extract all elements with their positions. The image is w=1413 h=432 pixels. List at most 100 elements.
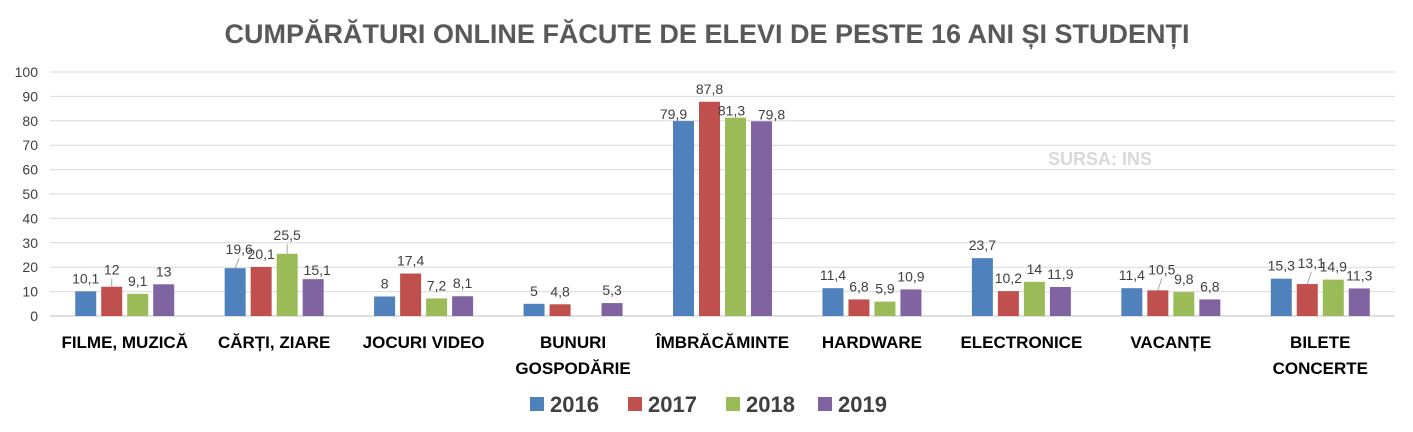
legend-label: 2018 bbox=[746, 392, 795, 417]
category-label: GOSPODĂRIE bbox=[515, 359, 630, 378]
y-tick-label: 70 bbox=[22, 137, 38, 153]
bar bbox=[699, 101, 720, 316]
data-label: 10,1 bbox=[72, 270, 99, 286]
y-axis: 0 10 20 30 40 50 60 70 80 90 100 bbox=[15, 64, 39, 324]
data-labels: 10,1 12 9,1 13 19,620,1 25,5 15,1 8 17,47,2 8,1 5 4… bbox=[72, 81, 1372, 300]
bar bbox=[725, 117, 746, 317]
bar bbox=[874, 301, 896, 316]
legend: 2016 2017 2018 2019 bbox=[530, 392, 887, 417]
data-label: 9,8 bbox=[1174, 271, 1194, 287]
legend-item: 2016 bbox=[530, 392, 599, 417]
legend-item: 2019 bbox=[818, 392, 887, 417]
bar bbox=[374, 296, 396, 316]
data-label: 5 bbox=[530, 283, 538, 299]
category-label: HARDWARE bbox=[822, 333, 922, 352]
bar bbox=[426, 298, 448, 316]
y-tick-label: 0 bbox=[30, 308, 38, 324]
bar bbox=[1296, 284, 1318, 316]
legend-item: 2018 bbox=[726, 392, 795, 417]
data-label: 14 bbox=[1027, 261, 1043, 277]
bar bbox=[997, 291, 1019, 316]
data-label: 12 bbox=[104, 262, 120, 278]
category-label: JOCURI VIDEO bbox=[363, 333, 485, 352]
data-label: 25,5 bbox=[274, 227, 301, 243]
bar bbox=[1270, 278, 1292, 316]
data-label: 20,1 bbox=[248, 246, 275, 262]
data-label: 79,9 bbox=[660, 106, 687, 122]
bar bbox=[127, 293, 149, 316]
bar bbox=[302, 279, 324, 316]
data-label: 7,2 bbox=[427, 277, 447, 293]
legend-swatch bbox=[628, 397, 642, 411]
bar bbox=[848, 299, 870, 316]
bar bbox=[1147, 290, 1169, 316]
bar bbox=[153, 284, 175, 316]
bar bbox=[1023, 281, 1045, 316]
data-label: 6,8 bbox=[849, 278, 869, 294]
data-label: 10,5 bbox=[1148, 261, 1175, 277]
y-tick-label: 90 bbox=[22, 88, 38, 104]
data-label: 10,2 bbox=[995, 270, 1022, 286]
data-label: 11,3 bbox=[1346, 267, 1372, 283]
data-label: 13 bbox=[156, 263, 172, 279]
legend-label: 2016 bbox=[550, 392, 599, 417]
data-label: 6,8 bbox=[1200, 278, 1220, 294]
legend-swatch bbox=[530, 397, 544, 411]
bar bbox=[1173, 292, 1195, 316]
bars bbox=[75, 101, 1370, 317]
gridlines bbox=[50, 71, 1395, 317]
data-label: 8,1 bbox=[453, 275, 473, 291]
legend-label: 2019 bbox=[838, 392, 887, 417]
bar bbox=[224, 268, 246, 316]
bar bbox=[523, 303, 545, 316]
bar bbox=[1121, 288, 1143, 316]
data-label: 11,9 bbox=[1047, 266, 1073, 282]
legend-label: 2017 bbox=[648, 392, 697, 417]
category-label: BUNURI bbox=[540, 333, 606, 352]
bar bbox=[601, 303, 623, 316]
data-label: 5,9 bbox=[875, 281, 895, 297]
category-label: VACANȚE bbox=[1130, 333, 1211, 352]
bar bbox=[1348, 288, 1370, 316]
data-label: 10,9 bbox=[897, 268, 924, 284]
source-note: SURSA: INS bbox=[1048, 149, 1152, 169]
data-label: 14,9 bbox=[1320, 259, 1347, 275]
y-tick-label: 10 bbox=[22, 284, 38, 300]
data-label: 11,4 bbox=[820, 267, 846, 283]
data-label: 17,4 bbox=[397, 253, 424, 269]
y-tick-label: 100 bbox=[15, 64, 39, 80]
data-label: 9,1 bbox=[128, 273, 148, 289]
bar bbox=[400, 273, 422, 316]
bar bbox=[673, 121, 694, 316]
y-tick-label: 20 bbox=[22, 259, 38, 275]
data-label: 23,7 bbox=[969, 237, 996, 253]
bar bbox=[1199, 299, 1221, 316]
data-label: 11,4 bbox=[1119, 267, 1145, 283]
bar bbox=[1049, 286, 1071, 316]
category-label: CĂRȚI, ZIARE bbox=[218, 333, 330, 352]
legend-item: 2017 bbox=[628, 392, 697, 417]
data-label: 87,8 bbox=[696, 81, 723, 97]
data-label: 15,3 bbox=[1268, 258, 1295, 274]
bar bbox=[101, 286, 123, 316]
bar bbox=[75, 291, 97, 316]
y-tick-label: 60 bbox=[22, 162, 38, 178]
bar bbox=[751, 121, 772, 317]
bar bbox=[250, 266, 272, 316]
y-tick-label: 50 bbox=[22, 186, 38, 202]
x-axis-categories: FILME, MUZICĂ CĂRȚI, ZIARE JOCURI VIDEO BUN… bbox=[61, 333, 1368, 378]
category-label: BILETE bbox=[1290, 333, 1350, 352]
bar bbox=[276, 253, 298, 316]
label-leader-line bbox=[234, 257, 240, 269]
data-label: 19,6 bbox=[226, 241, 253, 257]
y-tick-label: 80 bbox=[22, 113, 38, 129]
data-label: 13,1 bbox=[1298, 255, 1325, 271]
category-label: ÎMBRĂCĂMINTE bbox=[655, 333, 789, 352]
bar bbox=[549, 304, 571, 316]
label-leader-line bbox=[1157, 278, 1163, 291]
data-label: 8 bbox=[381, 275, 389, 291]
category-label: ELECTRONICE bbox=[960, 333, 1082, 352]
legend-swatch bbox=[726, 397, 740, 411]
y-tick-label: 30 bbox=[22, 235, 38, 251]
